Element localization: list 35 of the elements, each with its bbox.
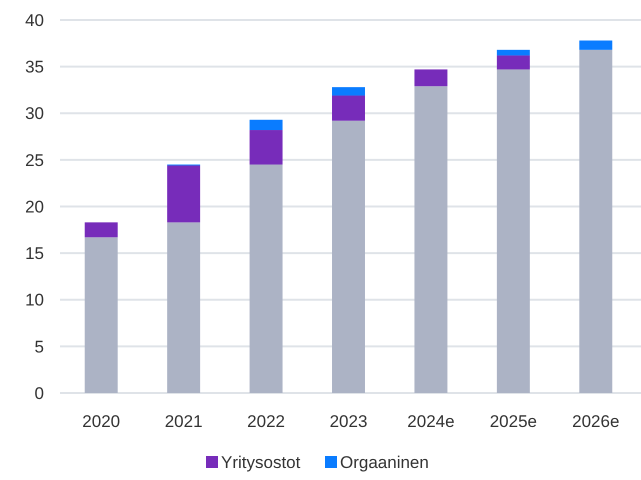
bar [250,120,283,130]
x-tick-label: 2021 [164,412,203,431]
bar [332,120,365,393]
bar [167,165,200,222]
x-tick-label: 2020 [82,412,120,431]
bar [496,50,530,56]
bar [496,55,530,70]
bar [250,130,283,165]
bar [84,222,118,238]
legend-label: Orgaaninen [340,453,429,472]
x-tick-label: 2026e [572,412,620,431]
bar [332,96,365,121]
y-tick-label: 0 [34,384,44,403]
y-tick-label: 40 [25,10,44,30]
bar [250,164,283,393]
bar [84,237,118,393]
legend-label: Yritysostot [221,453,301,472]
bar [579,50,612,393]
x-tick-label: 2023 [330,412,368,431]
y-tick-label: 30 [25,104,44,124]
bar [332,87,365,96]
x-tick-label: 2024e [407,412,455,431]
bar [167,222,200,393]
y-tick-label: 35 [25,58,44,77]
y-tick-label: 15 [25,244,44,264]
bar [414,86,448,393]
bar [414,69,448,86]
y-tick-label: 20 [25,197,44,216]
bar [496,69,530,393]
y-tick-label: 25 [25,150,44,170]
x-tick-label: 2022 [247,412,285,431]
x-tick-label: 2025e [490,412,537,431]
y-tick-label: 10 [25,290,44,310]
y-tick-label: 5 [34,337,44,356]
bar [579,40,612,50]
